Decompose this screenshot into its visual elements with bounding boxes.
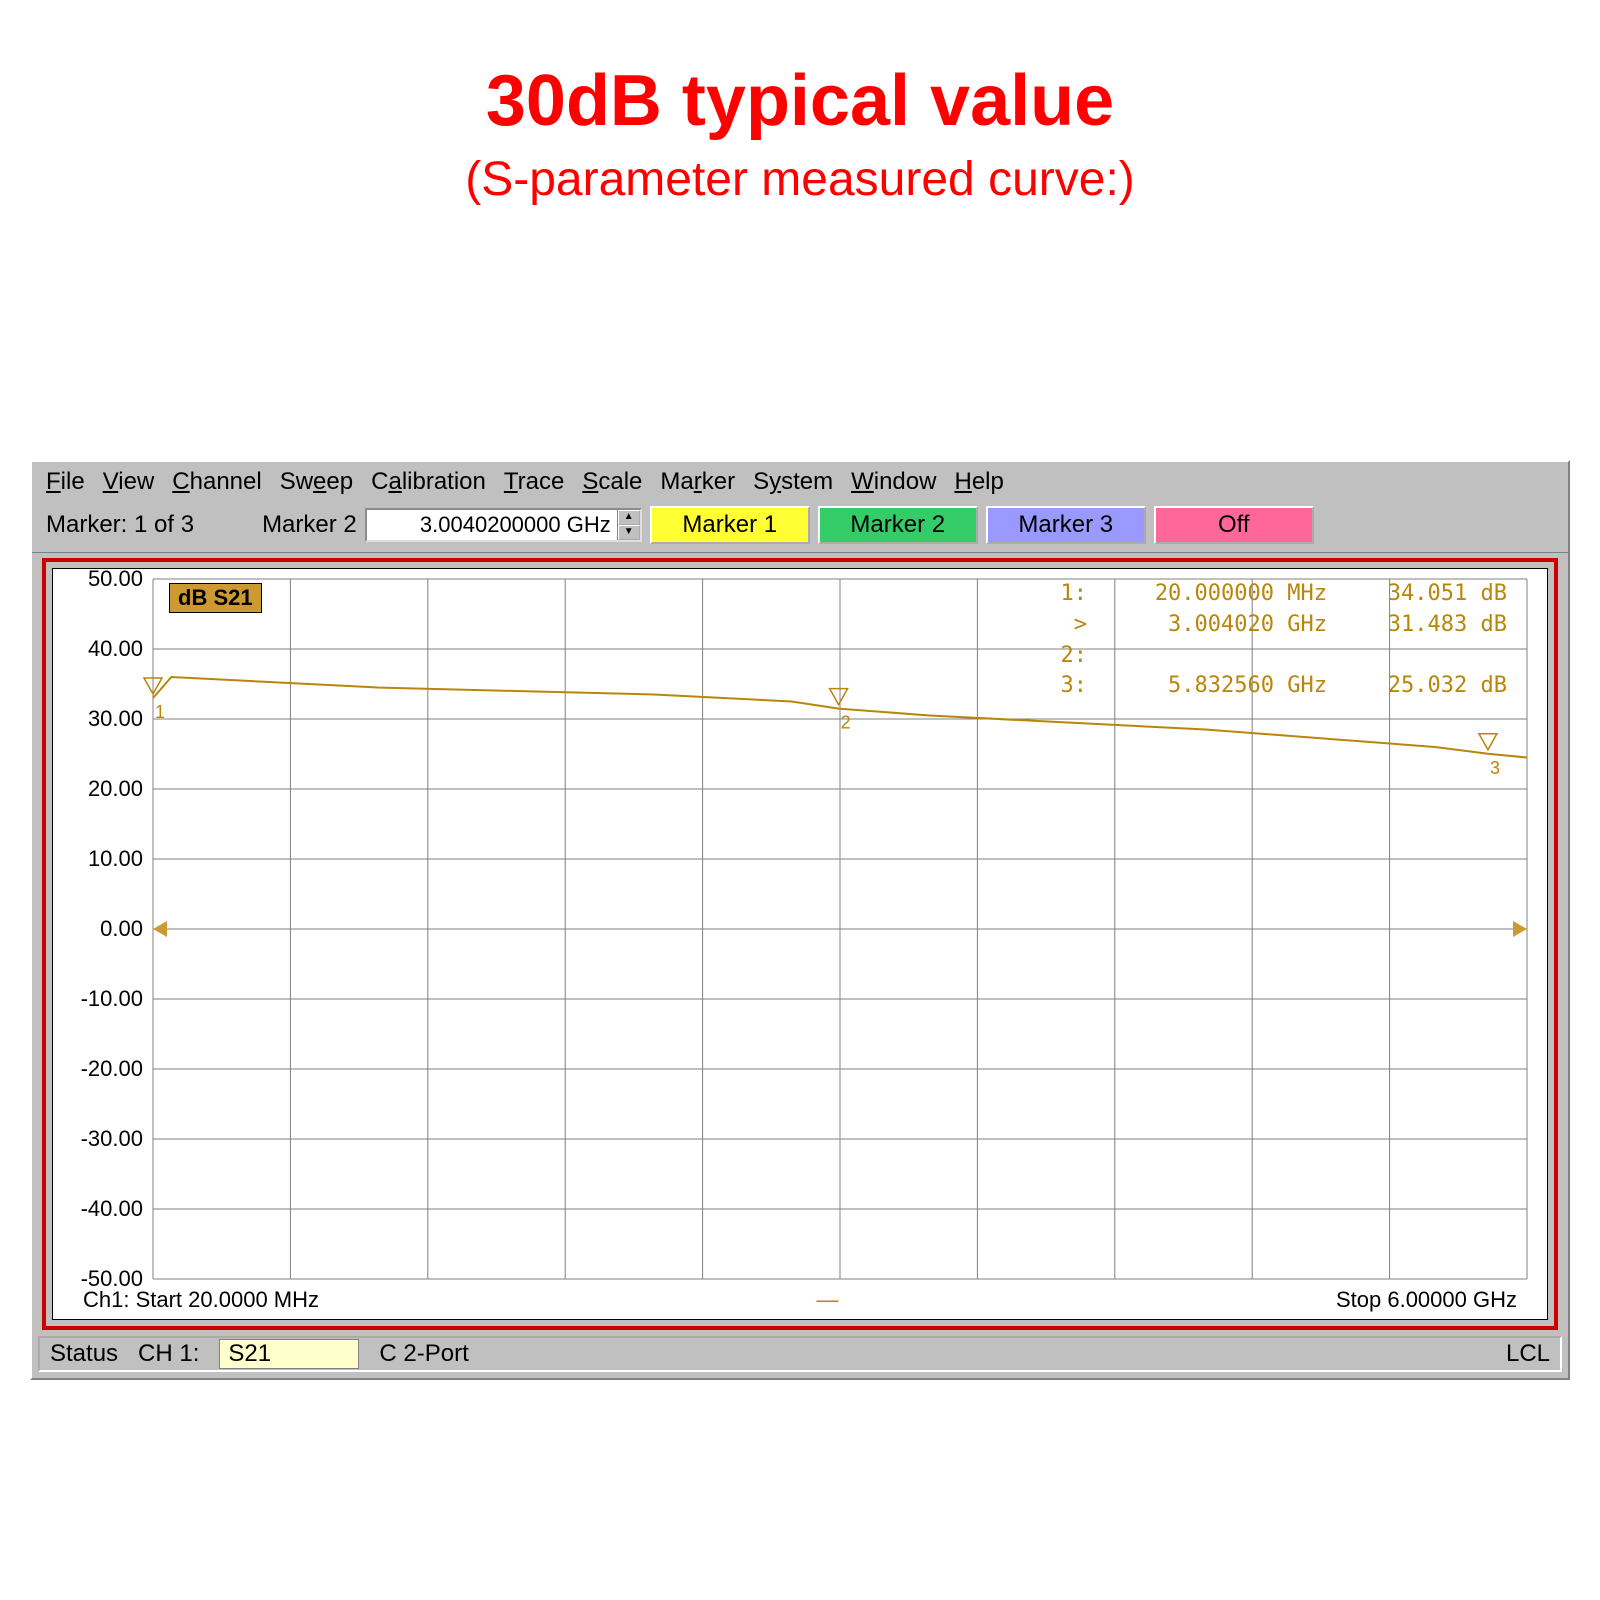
analyzer-window: File View Channel Sweep Calibration Trac… xyxy=(30,460,1570,1380)
svg-text:30.00: 30.00 xyxy=(88,706,143,731)
menu-scale[interactable]: Scale xyxy=(582,468,642,496)
plot-frame: 50.00 40.00 30.00 20.00 10.00 0.00 -10.00 -20.0… xyxy=(42,558,1558,1330)
marker1-button[interactable]: Marker 1 xyxy=(650,506,810,544)
menu-sweep[interactable]: Sweep xyxy=(280,468,353,496)
marker-status-label: Marker: 1 of 3 xyxy=(46,511,194,539)
trace-badge: dB S21 xyxy=(169,583,262,613)
menubar: File View Channel Sweep Calibration Trac… xyxy=(32,462,1568,502)
menu-calibration[interactable]: Calibration xyxy=(371,468,486,496)
svg-text:3: 3 xyxy=(1490,758,1500,778)
svg-text:-10.00: -10.00 xyxy=(81,986,143,1011)
menu-view[interactable]: View xyxy=(103,468,155,496)
plot-area: 50.00 40.00 30.00 20.00 10.00 0.00 -10.00 -20.0… xyxy=(52,568,1548,1320)
svg-text:0.00: 0.00 xyxy=(100,916,143,941)
page-title: 30dB typical value xyxy=(0,60,1600,142)
status-label: Status xyxy=(50,1340,118,1368)
status-mode: C 2-Port xyxy=(379,1340,468,1368)
statusbar: Status CH 1: S21 C 2-Port LCL xyxy=(38,1336,1562,1372)
menu-trace[interactable]: Trace xyxy=(504,468,564,496)
marker2-button[interactable]: Marker 2 xyxy=(818,506,978,544)
menu-channel[interactable]: Channel xyxy=(172,468,261,496)
svg-text:1: 1 xyxy=(155,702,165,722)
svg-text:40.00: 40.00 xyxy=(88,636,143,661)
svg-text:-20.00: -20.00 xyxy=(81,1056,143,1081)
svg-text:-40.00: -40.00 xyxy=(81,1196,143,1221)
svg-text:2: 2 xyxy=(841,713,851,733)
marker-readout-table: 1:20.000000 MHz34.051 dB> 2:3.004020 GHz… xyxy=(1037,579,1507,702)
x-start-label: Ch1: Start 20.0000 MHz xyxy=(83,1287,319,1313)
svg-text:10.00: 10.00 xyxy=(88,846,143,871)
marker-off-button[interactable]: Off xyxy=(1154,506,1314,544)
spin-up-icon[interactable]: ▲ xyxy=(618,510,640,525)
svg-text:50.00: 50.00 xyxy=(88,569,143,591)
menu-help[interactable]: Help xyxy=(954,468,1003,496)
page-subtitle: (S-parameter measured curve:) xyxy=(0,152,1600,207)
marker-spinner[interactable]: ▲ ▼ xyxy=(617,510,640,540)
marker-number-label: Marker 2 xyxy=(262,511,357,539)
menu-marker[interactable]: Marker xyxy=(660,468,735,496)
menu-window[interactable]: Window xyxy=(851,468,936,496)
status-channel: CH 1: xyxy=(138,1340,199,1368)
status-param-field: S21 xyxy=(219,1339,359,1369)
marker-toolbar: Marker: 1 of 3 Marker 2 3.0040200000 GHz… xyxy=(32,502,1568,553)
trace-legend-line: — xyxy=(817,1287,839,1313)
x-stop-label: Stop 6.00000 GHz xyxy=(1336,1287,1517,1313)
svg-text:-30.00: -30.00 xyxy=(81,1126,143,1151)
marker-frequency-value: 3.0040200000 GHz xyxy=(367,510,617,540)
menu-system[interactable]: System xyxy=(753,468,833,496)
svg-text:20.00: 20.00 xyxy=(88,776,143,801)
menu-file[interactable]: File xyxy=(46,468,85,496)
marker3-button[interactable]: Marker 3 xyxy=(986,506,1146,544)
spin-down-icon[interactable]: ▼ xyxy=(618,525,640,540)
marker-frequency-input[interactable]: 3.0040200000 GHz ▲ ▼ xyxy=(365,508,642,542)
status-lcl: LCL xyxy=(1506,1340,1550,1368)
